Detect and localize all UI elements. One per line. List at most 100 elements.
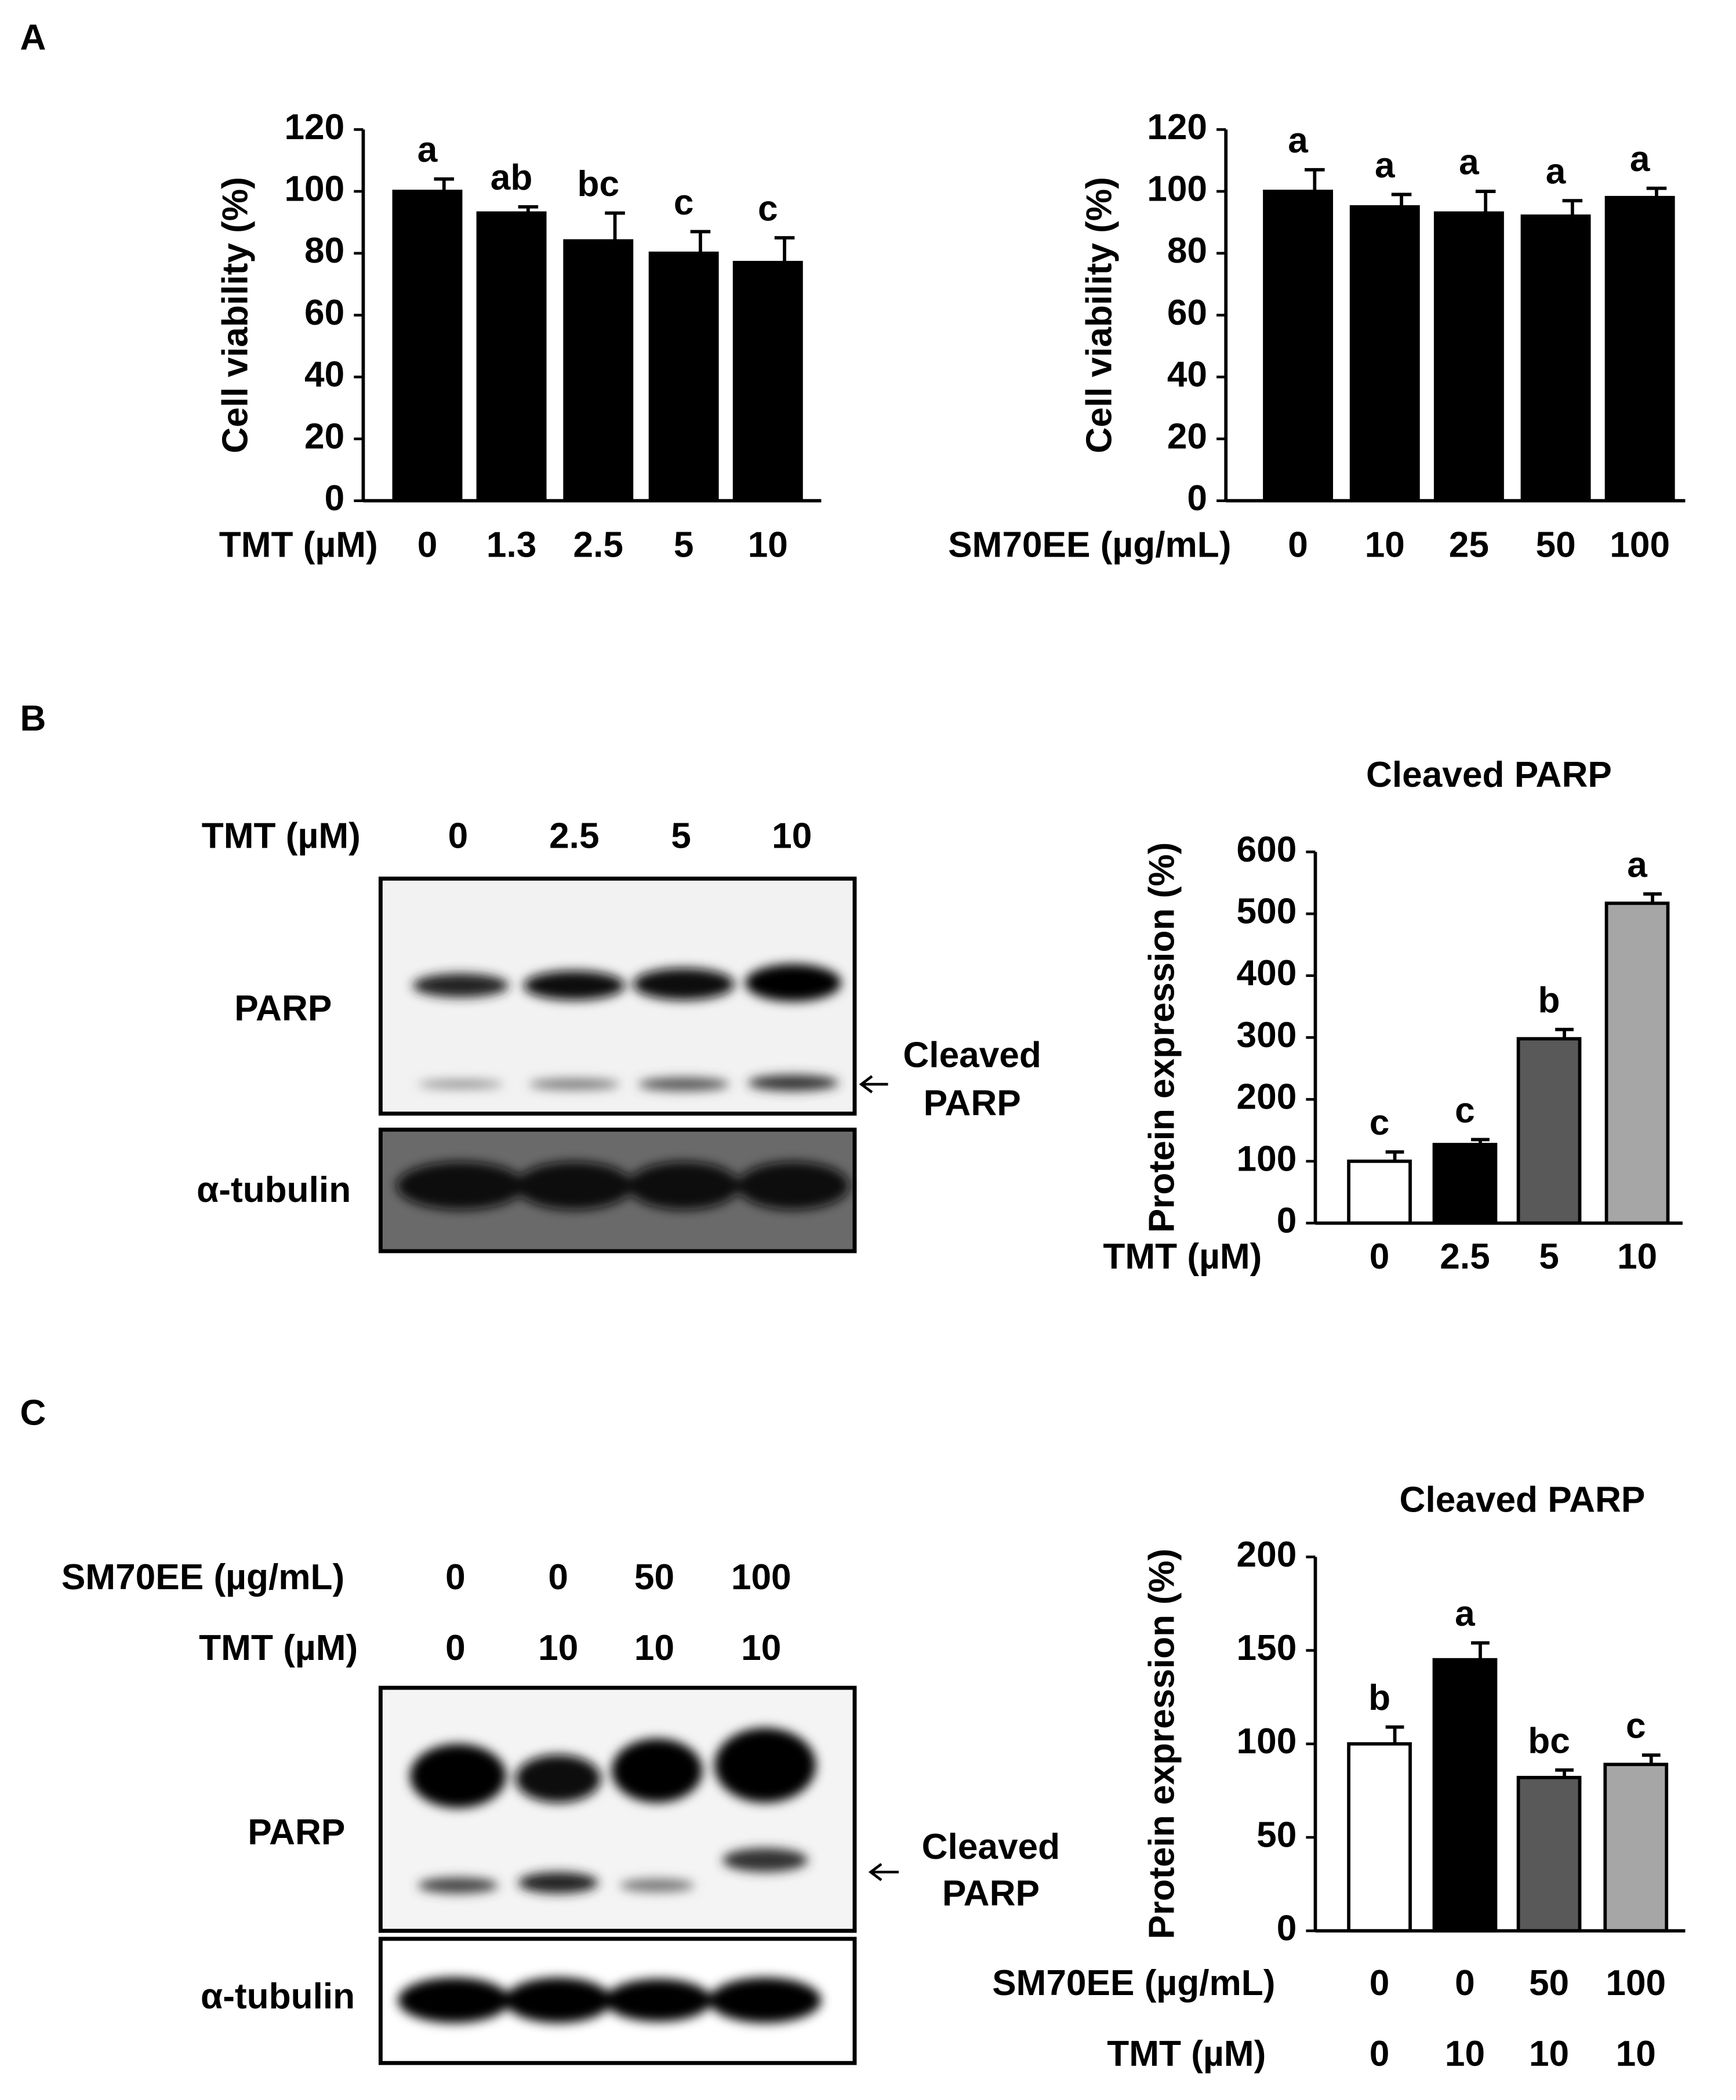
chart-title: Cleaved PARP	[1366, 755, 1612, 795]
y-tick-label: 120	[284, 107, 344, 147]
significance-letter: a	[1546, 151, 1566, 191]
x-tick-label: 50	[1529, 1963, 1569, 2003]
lane-label: 0	[448, 816, 468, 856]
y-tick-label: 40	[304, 355, 344, 395]
bar	[1516, 1037, 1582, 1225]
bar	[392, 190, 463, 503]
arrow-label: Cleaved	[903, 1035, 1041, 1075]
blot-images	[378, 876, 899, 2065]
lane-label: 10	[538, 1628, 578, 1668]
x-tick-label: 10	[1365, 525, 1405, 565]
x-row-label: SM70EE (µg/mL)	[948, 525, 1231, 565]
significance-letter: ab	[491, 158, 533, 198]
y-tick-label: 100	[1237, 1139, 1297, 1179]
panel-label: B	[20, 699, 46, 739]
lane-label: 0	[445, 1557, 466, 1597]
x-row-label: TMT (µM)	[1103, 1237, 1262, 1277]
y-tick-label: 60	[1167, 293, 1207, 333]
y-tick-label: 40	[1167, 355, 1207, 395]
lane-label: 5	[671, 816, 691, 856]
x-tick-label: 5	[674, 525, 694, 565]
x-tick-label: 25	[1449, 525, 1489, 565]
y-axis-label: Protein expression (%)	[1142, 842, 1182, 1233]
arrow-label: PARP	[942, 1874, 1040, 1914]
bar	[1347, 1160, 1412, 1225]
bar	[1263, 190, 1334, 503]
lane-label: 0	[548, 1557, 568, 1597]
lane-label: 10	[634, 1628, 674, 1668]
x-tick-label: 0	[1370, 1963, 1390, 2003]
lane-label: 50	[634, 1557, 674, 1597]
significance-letter: b	[1538, 980, 1560, 1020]
significance-letter: c	[758, 188, 778, 228]
x-tick-label: 10	[1616, 2034, 1656, 2074]
x-tick-label: 10	[748, 525, 788, 565]
y-tick-label: 100	[1147, 169, 1207, 209]
significance-letter: bc	[578, 164, 620, 204]
y-tick-label: 0	[1277, 1909, 1297, 1949]
significance-letter: b	[1368, 1678, 1390, 1718]
x-tick-label: 10	[1445, 2034, 1485, 2074]
x-tick-label: 2.5	[573, 525, 623, 565]
significance-letter: c	[1370, 1103, 1390, 1143]
x-tick-label: 50	[1535, 525, 1575, 565]
x-tick-label: 10	[1617, 1237, 1657, 1277]
y-tick-label: 50	[1256, 1815, 1296, 1855]
band-label: PARP	[248, 1812, 345, 1852]
significance-letter: a	[1627, 845, 1647, 885]
y-tick-label: 0	[325, 478, 345, 518]
y-tick-label: 100	[284, 169, 344, 209]
significance-letter: a	[1459, 142, 1479, 182]
bar	[1604, 902, 1670, 1225]
y-tick-label: 0	[1277, 1201, 1297, 1241]
x-tick-label: 5	[1539, 1237, 1559, 1277]
x-row-label: TMT (µM)	[1107, 2034, 1266, 2074]
significance-letter: a	[1375, 146, 1395, 186]
x-tick-label: 100	[1610, 525, 1670, 565]
y-tick-label: 200	[1237, 1077, 1297, 1117]
panel-label: A	[20, 18, 46, 58]
x-tick-label: 0	[1370, 2034, 1390, 2074]
y-tick-label: 80	[304, 231, 344, 271]
bands	[397, 1161, 849, 1210]
y-tick-label: 20	[1167, 416, 1207, 456]
band-label: PARP	[234, 989, 332, 1029]
bands	[412, 964, 841, 1091]
x-tick-label: 100	[1606, 1963, 1666, 2003]
x-tick-label: 2.5	[1440, 1237, 1490, 1277]
y-tick-label: 100	[1237, 1721, 1297, 1761]
significance-letter: c	[1626, 1706, 1646, 1746]
y-tick-label: 600	[1237, 830, 1297, 870]
x-tick-label: 0	[1370, 1237, 1390, 1277]
significance-letter: c	[674, 183, 694, 223]
bar	[476, 211, 547, 503]
blot-frame	[378, 1685, 857, 1933]
bar	[1432, 1658, 1498, 1933]
bar	[1604, 195, 1675, 503]
y-tick-label: 300	[1237, 1015, 1297, 1055]
significance-letter: a	[1288, 121, 1308, 161]
x-tick-label: 1.3	[486, 525, 536, 565]
bar	[563, 239, 634, 503]
y-tick-label: 500	[1237, 891, 1297, 931]
blot-row-label: TMT (µM)	[199, 1628, 358, 1668]
x-tick-label: 10	[1529, 2034, 1569, 2074]
bands	[398, 1977, 822, 2023]
x-tick-label: 0	[1455, 1963, 1475, 2003]
y-tick-label: 60	[304, 293, 344, 333]
x-tick-label: 0	[417, 525, 438, 565]
lane-label: 10	[741, 1628, 781, 1668]
bar	[1433, 211, 1504, 503]
bar	[1432, 1143, 1498, 1225]
bar	[1520, 214, 1591, 503]
lane-label: 100	[731, 1557, 791, 1597]
significance-letter: c	[1455, 1091, 1475, 1131]
arrow	[868, 1863, 899, 1881]
bar	[1516, 1775, 1582, 1933]
bar	[732, 260, 803, 503]
band-label: α-tubulin	[201, 1977, 355, 2017]
blot-row-label: SM70EE (µg/mL)	[61, 1557, 344, 1597]
y-axis-label: Cell viability (%)	[215, 177, 255, 453]
